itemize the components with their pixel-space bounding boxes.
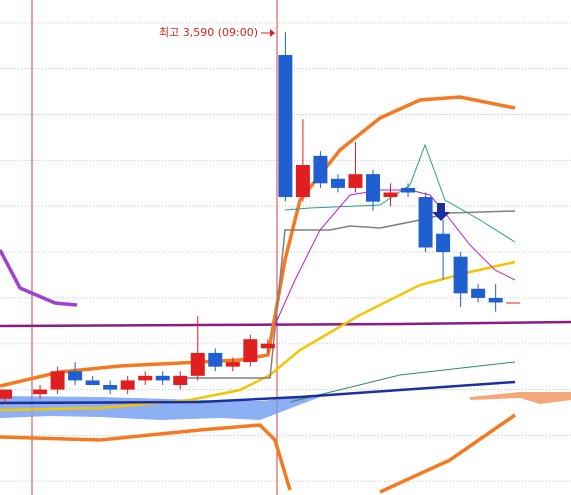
candle-body: [260, 343, 275, 349]
candle-body: [68, 371, 83, 381]
candle-body: [383, 192, 398, 198]
cloud-area: [470, 392, 571, 404]
moving-average: [180, 210, 516, 379]
candle-body: [506, 302, 521, 304]
candle-body: [295, 165, 310, 198]
candle-body: [365, 174, 380, 202]
moving-average: [284, 143, 516, 243]
candle-body: [155, 375, 170, 381]
candle-body: [471, 288, 486, 298]
signal-arrow: [432, 203, 450, 221]
candle-body: [453, 256, 468, 294]
annotation: 최고 3,590 (09:00): [159, 26, 258, 39]
candle-body: [225, 362, 240, 367]
candle-body: [33, 389, 48, 395]
candle-body: [243, 339, 258, 363]
candle-body: [0, 389, 13, 399]
candle-body: [488, 297, 503, 303]
candle-body: [173, 375, 188, 385]
lower-band: [379, 413, 516, 494]
candle-body: [190, 352, 205, 376]
lower-band: [0, 423, 292, 491]
candle-body: [348, 174, 363, 188]
moving-average: [274, 189, 516, 326]
candle-body: [401, 187, 416, 193]
candle-body: [103, 385, 118, 390]
candle-body: [50, 371, 65, 390]
candle-body: [138, 375, 153, 381]
annotation-arrow: [270, 29, 275, 37]
candle-body: [436, 233, 451, 253]
candle-body: [313, 155, 328, 184]
candle-body: [208, 352, 223, 367]
baseline: [0, 320, 571, 328]
upper-band: [0, 95, 516, 388]
candles: [0, 32, 521, 404]
candle-body: [278, 55, 293, 198]
candle-body: [418, 197, 433, 248]
candle-body: [85, 380, 100, 385]
indicator-line: [0, 249, 78, 307]
candle-body: [330, 178, 345, 188]
moving-average: [289, 361, 516, 403]
moving-average: [0, 260, 516, 412]
moving-average: [0, 380, 516, 405]
candle-body: [120, 380, 135, 390]
